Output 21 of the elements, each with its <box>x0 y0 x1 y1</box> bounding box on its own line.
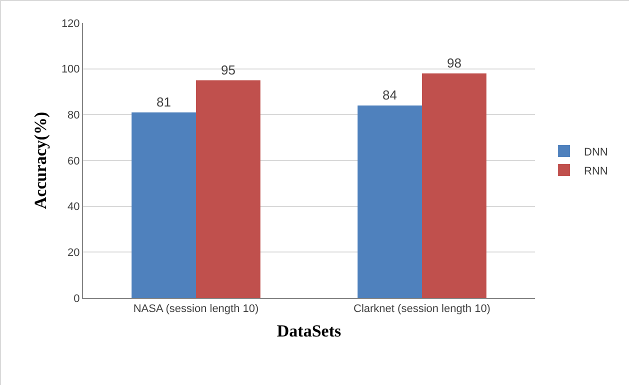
y-axis-title: Accuracy(%) <box>30 112 50 210</box>
y-tick-label: 40 <box>68 201 80 214</box>
y-tick-label: 20 <box>68 247 80 260</box>
legend-label: RNN <box>584 165 608 178</box>
data-label: 95 <box>220 62 236 78</box>
x-tick-label: NASA (session length 10) <box>133 303 259 316</box>
y-tick-label: 80 <box>68 110 80 122</box>
data-label: 84 <box>382 88 398 102</box>
x-tick-label: Clarknet (session length 10) <box>354 303 490 316</box>
data-label: 81 <box>156 94 172 110</box>
bar <box>358 106 422 298</box>
data-label: 98 <box>446 55 462 70</box>
y-tick-label: 120 <box>61 18 80 30</box>
x-axis-title: DataSets <box>276 322 342 341</box>
bar <box>132 112 196 298</box>
bar <box>422 73 486 298</box>
bar <box>196 80 260 298</box>
y-tick-label: 60 <box>68 155 80 168</box>
y-tick-label: 100 <box>61 64 80 76</box>
legend-label: DNN <box>584 146 608 158</box>
y-tick-label: 0 <box>74 292 80 305</box>
